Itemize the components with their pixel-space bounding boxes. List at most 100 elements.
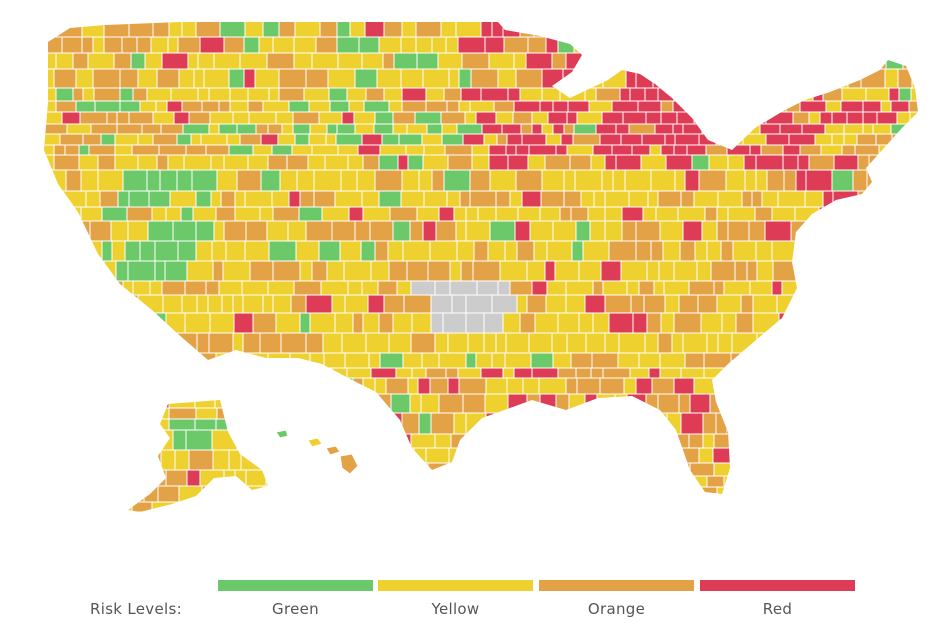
county-cell [270, 419, 288, 430]
county-cell [361, 280, 379, 296]
county-cell [409, 393, 422, 414]
county-cell [734, 123, 761, 135]
county-cell [132, 280, 151, 296]
county-cell [218, 123, 238, 135]
county-cell [280, 486, 294, 494]
county-cell [358, 36, 380, 54]
county-cell [904, 280, 916, 296]
county-cell [267, 367, 279, 379]
county-cell [771, 206, 796, 222]
county-cell [693, 190, 719, 208]
county-cell [225, 240, 246, 262]
county-cell [199, 36, 225, 54]
county-cell [161, 280, 186, 296]
county-cell [624, 169, 652, 192]
county-cell [260, 169, 281, 192]
county-cell [522, 412, 539, 435]
county-cell [653, 280, 665, 296]
county-cell [154, 240, 179, 262]
county-cell [808, 294, 822, 314]
county-cell [195, 240, 213, 262]
county-cell [747, 475, 769, 488]
county-cell [308, 100, 331, 113]
county-cell [440, 22, 457, 38]
county-cell [298, 475, 316, 488]
county-cell [650, 169, 676, 192]
county-cell [799, 486, 827, 494]
county-cell [792, 111, 810, 125]
county-cell [908, 100, 918, 113]
county-cell [885, 220, 909, 242]
county-cell [743, 486, 769, 494]
county-cell [625, 52, 651, 70]
county-cell [128, 400, 134, 409]
county-cell [845, 294, 868, 314]
county-cell [145, 418, 170, 431]
county-cell [278, 68, 307, 89]
county-cell [292, 111, 320, 125]
county-cell [790, 36, 807, 54]
county-cell [773, 412, 800, 435]
county-cell [347, 280, 363, 296]
county-cell [58, 447, 79, 464]
county-cell [701, 22, 722, 38]
county-cell [177, 240, 197, 262]
county-cell [890, 123, 915, 135]
county-cell [309, 123, 328, 135]
county-cell [422, 68, 450, 89]
county-cell [697, 294, 718, 314]
county-cell [830, 462, 853, 477]
county-cell [709, 393, 735, 414]
county-cell [194, 400, 216, 409]
county-cell [689, 393, 711, 414]
county-cell [44, 377, 62, 395]
county-cell [567, 100, 590, 113]
county-cell [858, 22, 882, 38]
county-cell [195, 407, 218, 420]
county-cell [541, 87, 561, 102]
county-cell [815, 68, 839, 89]
county-cell [266, 220, 289, 242]
county-cell [713, 462, 736, 477]
county-cell [730, 352, 755, 369]
county-cell [755, 240, 773, 262]
county-cell [751, 393, 767, 414]
county-cell [190, 377, 204, 395]
county-cell [180, 206, 194, 222]
county-cell [533, 240, 548, 262]
county-cell [187, 52, 199, 70]
county-cell [835, 240, 860, 262]
county-cell [851, 352, 880, 369]
county-cell [832, 280, 854, 296]
county-cell [434, 486, 453, 494]
county-cell [727, 36, 743, 54]
county-cell [705, 111, 721, 125]
county-cell [735, 433, 753, 449]
county-cell [727, 154, 745, 171]
county-cell [223, 486, 245, 494]
county-cell [364, 22, 385, 38]
hawaii-island [307, 437, 323, 448]
county-cell [575, 367, 592, 379]
county-cell [720, 22, 741, 38]
county-cell [370, 367, 397, 379]
county-cell [505, 332, 530, 354]
alaska-map [128, 400, 288, 512]
county-cell [781, 22, 802, 38]
county-cell [288, 190, 301, 208]
county-cell [795, 294, 810, 314]
county-cell [780, 332, 805, 354]
county-cell [146, 169, 161, 192]
county-cell [663, 280, 690, 296]
county-cell [245, 469, 267, 487]
county-cell [117, 367, 142, 379]
county-cell [649, 52, 665, 70]
county-cell [267, 154, 288, 171]
county-cell [75, 68, 94, 89]
county-cell [648, 462, 666, 477]
county-cell [673, 486, 695, 494]
county-cell [103, 352, 116, 369]
county-cell [311, 144, 339, 156]
county-cell [140, 367, 162, 379]
county-cell [79, 240, 103, 262]
